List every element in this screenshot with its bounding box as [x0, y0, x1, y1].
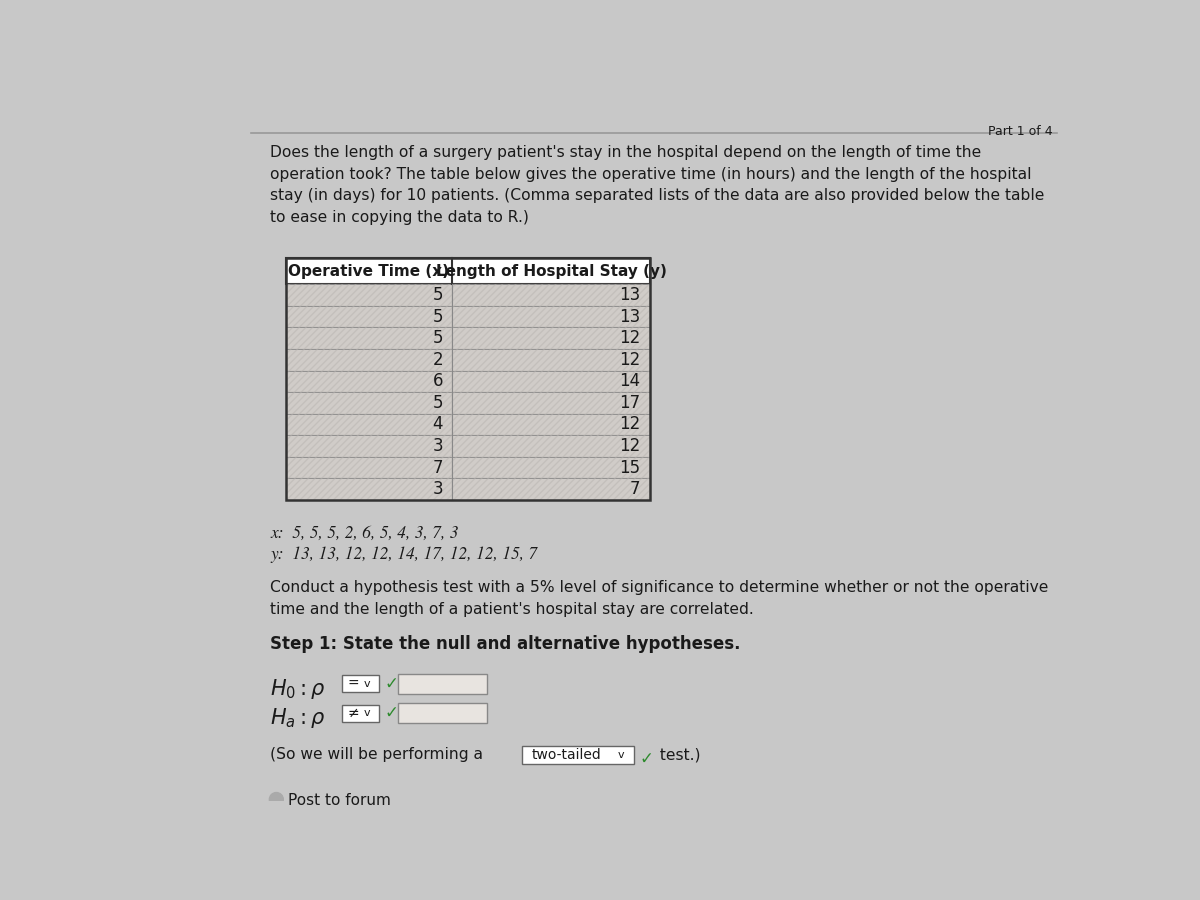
- Text: Part 1 of 4: Part 1 of 4: [989, 125, 1052, 138]
- Text: 4: 4: [432, 416, 443, 434]
- Bar: [286, 479, 452, 500]
- Text: v: v: [618, 750, 624, 760]
- Bar: [286, 328, 452, 349]
- Text: 12: 12: [619, 437, 641, 455]
- Text: Step 1: State the null and alternative hypotheses.: Step 1: State the null and alternative h…: [270, 635, 740, 653]
- Text: (So we will be performing a: (So we will be performing a: [270, 747, 484, 762]
- Bar: [398, 674, 487, 694]
- Text: ✓: ✓: [640, 751, 653, 769]
- Text: $H_a:\rho$: $H_a:\rho$: [270, 706, 325, 730]
- Bar: [522, 745, 635, 764]
- Text: 13: 13: [619, 308, 641, 326]
- Text: 3: 3: [432, 437, 443, 455]
- Bar: [286, 284, 452, 306]
- Text: ✓: ✓: [384, 704, 398, 722]
- Bar: [286, 479, 452, 500]
- Bar: [286, 349, 452, 371]
- Text: v: v: [364, 679, 371, 689]
- Bar: [286, 436, 452, 457]
- Circle shape: [269, 793, 283, 806]
- Bar: [286, 457, 452, 479]
- Bar: [452, 371, 650, 392]
- Text: =: =: [347, 677, 359, 691]
- Bar: [452, 392, 650, 414]
- Bar: [452, 284, 650, 306]
- Text: 12: 12: [619, 416, 641, 434]
- Bar: [286, 392, 452, 414]
- Bar: [452, 414, 650, 436]
- Bar: [452, 392, 650, 414]
- Bar: [452, 349, 650, 371]
- Bar: [286, 414, 452, 436]
- Text: Conduct a hypothesis test with a 5% level of significance to determine whether o: Conduct a hypothesis test with a 5% leve…: [270, 580, 1049, 616]
- Bar: [286, 392, 452, 414]
- Bar: [286, 371, 452, 392]
- Bar: [286, 306, 452, 328]
- Text: ✓: ✓: [384, 675, 398, 693]
- Bar: [452, 306, 650, 328]
- Bar: [452, 328, 650, 349]
- Bar: [286, 258, 650, 284]
- Text: 12: 12: [619, 329, 641, 347]
- Text: 6: 6: [432, 373, 443, 391]
- Bar: [286, 457, 452, 479]
- Text: 13: 13: [619, 286, 641, 304]
- Bar: [452, 414, 650, 436]
- Text: two-tailed: two-tailed: [532, 748, 602, 761]
- Text: $H_0:\rho$: $H_0:\rho$: [270, 677, 326, 701]
- Text: v: v: [364, 708, 371, 718]
- Text: Length of Hospital Stay (y): Length of Hospital Stay (y): [436, 264, 666, 279]
- Text: 17: 17: [619, 394, 641, 412]
- Bar: [286, 436, 452, 457]
- Text: 14: 14: [619, 373, 641, 391]
- Bar: [452, 349, 650, 371]
- Bar: [452, 479, 650, 500]
- Bar: [452, 436, 650, 457]
- Bar: [452, 284, 650, 306]
- Text: 15: 15: [619, 459, 641, 477]
- Bar: [452, 436, 650, 457]
- Bar: [452, 479, 650, 500]
- Text: Does the length of a surgery patient's stay in the hospital depend on the length: Does the length of a surgery patient's s…: [270, 145, 1044, 225]
- Text: Post to forum: Post to forum: [288, 793, 391, 808]
- Text: x:  5, 5, 5, 2, 6, 5, 4, 3, 7, 3: x: 5, 5, 5, 2, 6, 5, 4, 3, 7, 3: [270, 525, 458, 542]
- Bar: [452, 371, 650, 392]
- Bar: [286, 414, 452, 436]
- Bar: [286, 328, 452, 349]
- Text: ≠: ≠: [347, 706, 359, 720]
- Bar: [452, 457, 650, 479]
- Text: 5: 5: [432, 308, 443, 326]
- Text: Operative Time (x): Operative Time (x): [288, 264, 450, 279]
- Bar: [286, 349, 452, 371]
- Bar: [342, 676, 379, 692]
- Bar: [286, 258, 650, 500]
- Bar: [286, 284, 452, 306]
- Bar: [452, 306, 650, 328]
- Text: 2: 2: [432, 351, 443, 369]
- Text: 7: 7: [432, 459, 443, 477]
- Bar: [452, 328, 650, 349]
- Bar: [452, 457, 650, 479]
- Text: test.): test.): [654, 747, 700, 762]
- Bar: [398, 703, 487, 724]
- Bar: [286, 306, 452, 328]
- Text: 7: 7: [630, 481, 641, 499]
- Bar: [286, 371, 452, 392]
- Text: 5: 5: [432, 286, 443, 304]
- Text: 5: 5: [432, 329, 443, 347]
- Text: y:  13, 13, 12, 12, 14, 17, 12, 12, 15, 7: y: 13, 13, 12, 12, 14, 17, 12, 12, 15, 7: [270, 546, 538, 562]
- Text: 5: 5: [432, 394, 443, 412]
- Text: 12: 12: [619, 351, 641, 369]
- Text: 3: 3: [432, 481, 443, 499]
- Bar: [342, 705, 379, 722]
